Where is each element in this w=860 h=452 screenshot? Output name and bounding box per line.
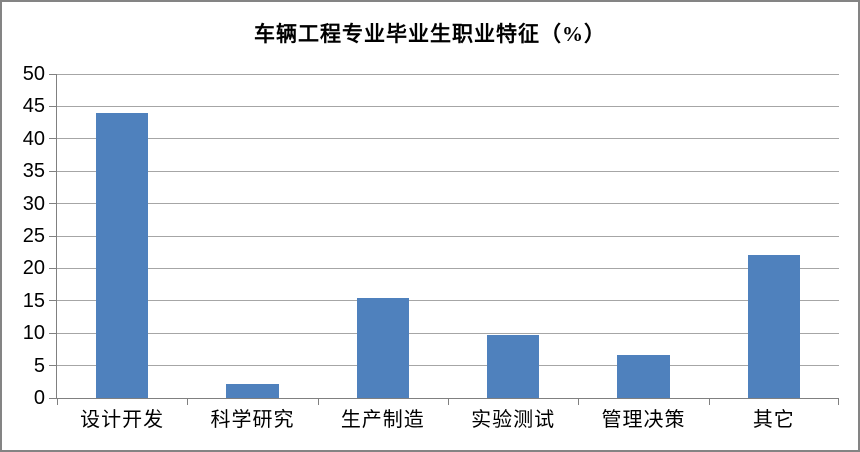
x-axis-category-label: 实验测试 bbox=[471, 409, 556, 431]
y-axis-tick-label: 5 bbox=[33, 354, 45, 377]
x-axis-category-label: 管理决策 bbox=[601, 409, 686, 431]
y-axis-tick bbox=[49, 300, 57, 302]
x-axis-tick bbox=[317, 398, 319, 405]
y-axis-tick bbox=[49, 203, 57, 205]
y-axis-tick bbox=[49, 105, 57, 107]
y-axis-tick-label: 35 bbox=[22, 160, 45, 183]
y-axis-tick bbox=[49, 138, 57, 140]
gridline bbox=[57, 170, 839, 172]
x-axis-tick bbox=[838, 398, 839, 405]
plot-area: 0 5 10 15 20 25 30 35 40 45 50 设计开发 科学研究 生产制造 实验测试 管理决策… bbox=[23, 63, 839, 431]
y-axis-tick bbox=[49, 332, 57, 334]
bar bbox=[96, 112, 149, 398]
x-axis-category-label: 科学研究 bbox=[210, 409, 295, 431]
y-axis-tick bbox=[49, 365, 57, 367]
gridline bbox=[57, 365, 839, 367]
chart-title: 车辆工程专业毕业生职业特征（%） bbox=[254, 22, 606, 46]
y-axis-tick-label: 40 bbox=[22, 127, 45, 150]
x-axis-category-label: 设计开发 bbox=[80, 409, 165, 431]
y-axis-tick-label: 10 bbox=[22, 322, 45, 345]
gridline bbox=[57, 300, 839, 302]
y-axis-tick-label: 15 bbox=[22, 289, 45, 312]
x-axis-tick bbox=[708, 398, 710, 405]
y-axis-tick bbox=[49, 170, 57, 172]
y-axis-tick-label: 0 bbox=[33, 387, 45, 409]
y-axis-tick-label: 30 bbox=[22, 192, 45, 215]
bar bbox=[356, 298, 409, 398]
gridline bbox=[57, 203, 839, 205]
y-axis-tick bbox=[49, 397, 57, 399]
gridline bbox=[57, 267, 839, 269]
bar bbox=[487, 334, 540, 398]
y-axis-tick-label: 25 bbox=[22, 225, 45, 247]
y-axis-tick bbox=[49, 235, 57, 237]
y-axis-tick-label: 50 bbox=[22, 63, 45, 85]
x-axis-tick bbox=[578, 398, 580, 405]
bar bbox=[617, 355, 670, 398]
bar bbox=[747, 255, 800, 398]
x-axis-tick bbox=[57, 398, 58, 405]
y-axis-tick bbox=[49, 267, 57, 269]
gridline bbox=[57, 138, 839, 140]
x-axis-tick bbox=[187, 398, 189, 405]
gridline bbox=[57, 235, 839, 237]
y-axis-tick bbox=[49, 73, 57, 75]
gridline bbox=[57, 73, 839, 75]
bar bbox=[226, 383, 279, 398]
y-axis-tick-label: 20 bbox=[22, 257, 45, 280]
gridline bbox=[57, 105, 839, 107]
x-axis-category-label: 生产制造 bbox=[340, 409, 425, 431]
x-axis-tick bbox=[448, 398, 449, 405]
gridline bbox=[57, 332, 839, 334]
x-axis-category-label: 其它 bbox=[752, 409, 795, 431]
y-axis-tick-label: 45 bbox=[22, 95, 45, 118]
